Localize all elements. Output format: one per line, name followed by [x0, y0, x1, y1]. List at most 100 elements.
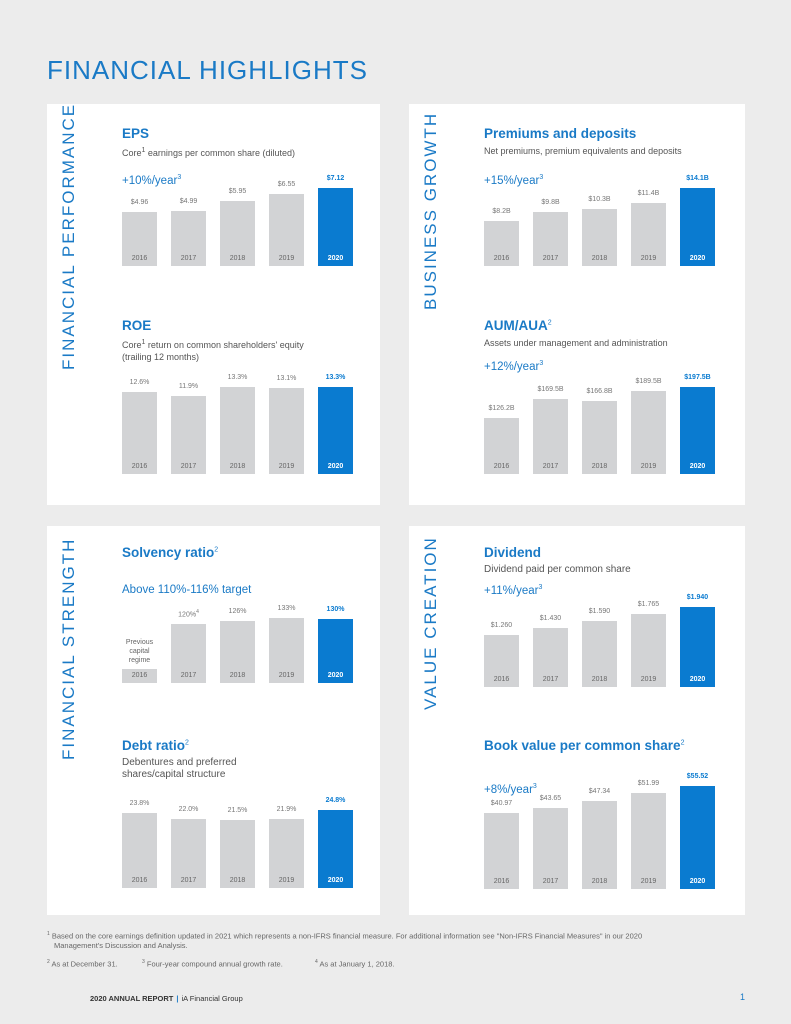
bar-2019: 2019 [631, 792, 666, 889]
bar-year-label: 2017 [542, 878, 559, 885]
footnote-1-cont: Management's Discussion and Analysis. [54, 941, 188, 950]
bar-2017: 2017 [171, 396, 206, 474]
bar-value-label-2019: 13.1% [276, 375, 297, 383]
bar-2019: 2019 [269, 819, 304, 888]
bar-year-label: 2017 [180, 672, 197, 679]
bar-value-label-2017: 22.0% [178, 805, 199, 813]
footer-report-label: 2020 ANNUAL REPORT [90, 994, 174, 1003]
chart-title: EPS [122, 126, 150, 141]
bar-value-label-2016: $40.97 [490, 800, 513, 807]
bar-value-label-2018: $47.34 [588, 788, 611, 796]
bar-2016: 2016 [122, 669, 157, 683]
chart-title: AUM/AUA2 [484, 318, 552, 333]
bar-2020: 2020 [318, 387, 353, 474]
bar-value-label-2018: $5.95 [228, 187, 247, 195]
bar-year-label: 2016 [493, 676, 510, 683]
growth-rate: +11%/year3 [484, 584, 543, 597]
section-label-financial-performance: FINANCIAL PERFORMANCE [59, 102, 78, 370]
bar-group: 2016 $126.2B 2017 $169.5B 2018 $166.8B 2019 $18… [484, 374, 719, 474]
bar-2018: 2018 [582, 209, 617, 266]
bar-value-label-2020: 130% [326, 606, 345, 614]
footnote-2: 2 As at December 31. [47, 959, 118, 969]
bar-2018: 2018 [220, 820, 255, 888]
bar-2017: 2017 [171, 211, 206, 266]
chart-book-value: Book value per common share2 +8%/year3 2… [484, 738, 724, 893]
growth-rate: +12%/year3 [484, 360, 544, 373]
bar-2018: 2018 [582, 621, 617, 687]
footnote-4: 4 As at January 1, 2018. [315, 959, 395, 969]
bar-year-label: 2020 [689, 463, 706, 470]
bar-year-label: 2019 [640, 878, 657, 885]
bar-year-label: 2019 [278, 672, 295, 679]
bar-year-label: 2016 [131, 463, 148, 470]
page-footer: 2020 ANNUAL REPORT | iA Financial Group [90, 994, 243, 1003]
chart-solvency-ratio: Solvency ratio2 Above 110%-116% target 2… [122, 545, 362, 690]
chart-subtitle: Core1 earnings per common share (diluted… [122, 147, 295, 158]
bar-year-label: 2017 [180, 255, 197, 262]
bar-year-label: 2018 [591, 463, 608, 470]
bar-value-label-2017: $169.5B [537, 386, 564, 394]
bar-2016: 2016 [484, 418, 519, 474]
bar-year-label: 2019 [278, 877, 295, 884]
bar-value-label-2020: $1.940 [686, 594, 709, 601]
section-label-business-growth: BUSINESS GROWTH [421, 111, 440, 310]
bar-value-label-2018: 126% [228, 608, 247, 616]
bar-2017: 2017 [171, 818, 206, 888]
bar-value-label-2019: 133% [277, 605, 296, 612]
bar-group: 2016 Previous capital regime 2017 120%4 2018… [122, 605, 357, 683]
bar-year-label: 2020 [689, 878, 706, 885]
chart-roe: ROE Core1 return on common shareholders'… [122, 318, 362, 478]
bar-2018: 2018 [220, 387, 255, 474]
bar-value-label-2020: $7.12 [326, 175, 345, 182]
footnote-3: 3 Four-year compound annual growth rate. [142, 959, 283, 969]
bar-2019: 2019 [631, 390, 666, 474]
bar-2020: 2020 [318, 810, 353, 888]
chart-subtitle: Dividend paid per common share [484, 564, 631, 575]
bar-year-label: 2017 [542, 463, 559, 470]
bar-year-label: 2019 [640, 255, 657, 262]
bar-year-label: 2019 [640, 463, 657, 470]
bar-2018: 2018 [582, 801, 617, 889]
bar-group: 2016 $4.96 2017 $4.99 2018 $5.95 2019 $6.55 2020… [122, 175, 357, 266]
bar-value-label-2020: 24.8% [325, 797, 346, 804]
growth-rate: Above 110%-116% target [122, 584, 252, 596]
bar-group: 2016 $8.2B 2017 $9.8B 2018 $10.3B 2019 $11.4B 20… [484, 175, 719, 266]
bar-value-label-2017: 120%4 [178, 609, 199, 619]
bar-2016: 2016 [484, 635, 519, 687]
bar-value-label-2020: $14.1B [686, 175, 709, 182]
bar-value-label-2019: $189.5B [635, 377, 662, 385]
bar-2016: 2016 [484, 220, 519, 266]
bar-value-label-2016: 23.8% [129, 800, 150, 808]
bar-year-label: 2020 [327, 877, 344, 884]
bar-value-label-2017: $9.8B [541, 198, 560, 206]
chart-debt-ratio: Debt ratio2 Debentures and preferred shar… [122, 738, 362, 893]
bar-value-label-2017: $1.430 [539, 615, 562, 623]
bar-value-label-2016: 12.6% [129, 378, 150, 386]
bar-2018: 2018 [220, 621, 255, 683]
bar-2019: 2019 [269, 618, 304, 683]
bar-year-label: 2018 [591, 878, 608, 885]
bar-value-label-2019: $51.99 [637, 779, 660, 787]
bar-2020: 2020 [680, 607, 715, 687]
bar-year-label: 2020 [327, 463, 344, 470]
bar-value-label-2018: 13.3% [227, 374, 248, 381]
bar-year-label: 2018 [229, 877, 246, 884]
previous-regime-note: Previous capital regime [125, 639, 154, 664]
bar-group: 2016 23.8% 2017 22.0% 2018 21.5% 2019 21.9% 2020… [122, 797, 357, 888]
bar-year-label: 2016 [131, 877, 148, 884]
bar-year-label: 2017 [542, 676, 559, 683]
page-number: 1 [739, 992, 745, 1002]
bar-value-label-2018: 21.5% [227, 807, 248, 815]
bar-2016: 2016 [122, 813, 157, 888]
bar-2017: 2017 [171, 624, 206, 683]
bar-value-label-2019: $6.55 [277, 181, 296, 189]
footer-company: iA Financial Group [181, 994, 243, 1003]
chart-premiums-deposits: Premiums and deposits Net premiums, prem… [484, 126, 724, 271]
bar-value-label-2020: 13.3% [325, 374, 346, 381]
bar-value-label-2018: $166.8B [586, 387, 613, 395]
bar-year-label: 2018 [591, 676, 608, 683]
page-title: FINANCIAL HIGHLIGHTS [47, 55, 368, 85]
bar-year-label: 2016 [493, 878, 510, 885]
bar-year-label: 2020 [327, 672, 344, 679]
footer-separator: | [176, 994, 179, 1003]
